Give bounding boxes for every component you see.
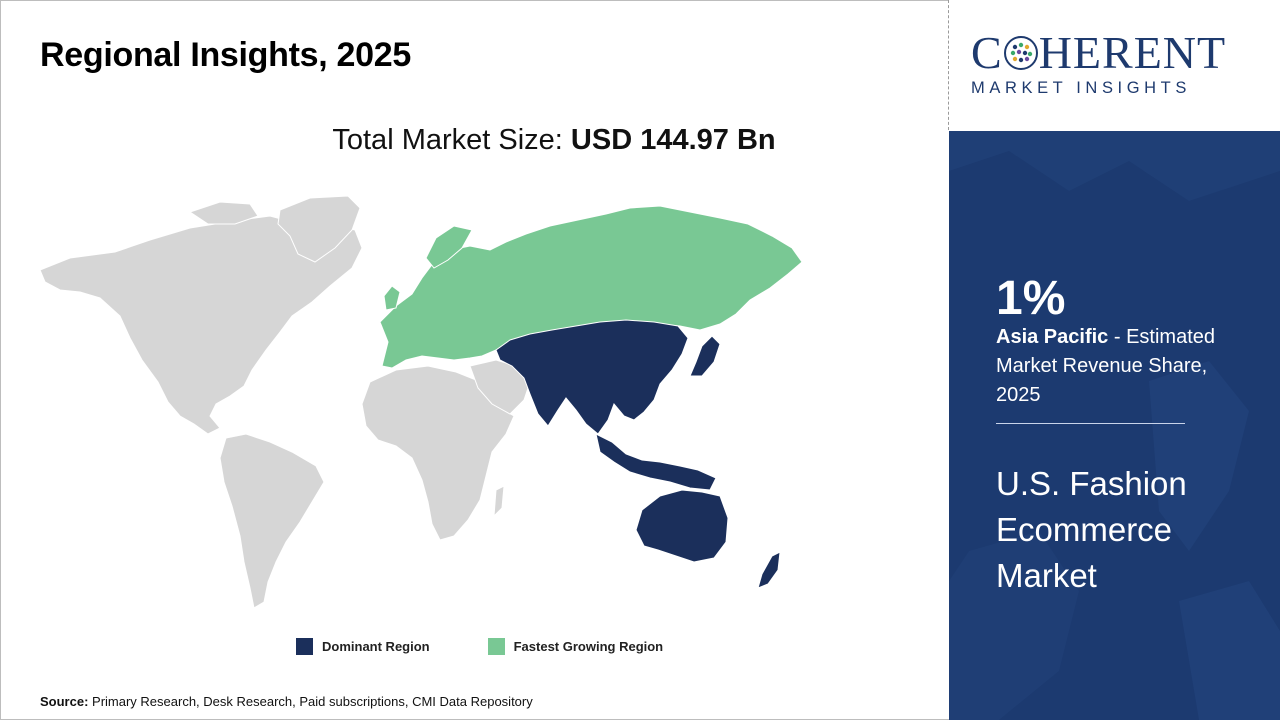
map-region-greenland bbox=[277, 195, 361, 263]
legend-label-fastest: Fastest Growing Region bbox=[513, 639, 664, 654]
logo-letters-herent: HERENT bbox=[1038, 27, 1227, 78]
share-value: 1% bbox=[996, 272, 1066, 325]
logo-subtitle: MARKET INSIGHTS bbox=[971, 79, 1191, 97]
source-text: Primary Research, Desk Research, Paid su… bbox=[92, 694, 533, 709]
map-region-south-america bbox=[219, 433, 325, 609]
map-region-north-america bbox=[39, 215, 363, 435]
map-region-australia bbox=[635, 489, 729, 563]
map-region-africa bbox=[361, 365, 515, 541]
map-region-southeast-asia-islands bbox=[595, 433, 717, 491]
market-size-label: Total Market Size: bbox=[332, 124, 563, 156]
insight-panel: 1% Asia Pacific - Estimated Market Reven… bbox=[949, 131, 1280, 720]
map-region-scandinavia bbox=[425, 225, 473, 269]
legend-item-fastest: Fastest Growing Region bbox=[487, 638, 664, 655]
panel-divider bbox=[996, 423, 1185, 424]
share-text: - Estimated Market Revenue Share, 2025 bbox=[996, 326, 1215, 406]
map-region-arctic-islands bbox=[188, 201, 259, 225]
logo-divider bbox=[948, 0, 949, 130]
map-region-europe-russia bbox=[379, 205, 803, 369]
world-map bbox=[39, 195, 803, 609]
map-region-japan bbox=[689, 335, 721, 377]
share-region: Asia Pacific bbox=[996, 326, 1109, 348]
page-title: Regional Insights, 2025 bbox=[40, 36, 411, 74]
market-size-value: USD 144.97 Bn bbox=[570, 124, 776, 156]
market-name: U.S. Fashion Ecommerce Market bbox=[996, 465, 1187, 594]
main-panel: Regional Insights, 2025 Total Market Siz… bbox=[39, 36, 803, 709]
share-description: Asia Pacific - Estimated Market Revenue … bbox=[996, 323, 1246, 410]
brand-logo: C HERENT MARKET INSIGHTS bbox=[949, 0, 1280, 131]
panel-map-texture bbox=[949, 131, 1280, 720]
legend-swatch-dominant bbox=[296, 638, 313, 655]
map-region-iceland-uk bbox=[383, 285, 401, 311]
map-region-asia-pacific bbox=[495, 319, 689, 435]
legend-swatch-fastest bbox=[487, 638, 505, 655]
logo-letter-c: C bbox=[971, 27, 1003, 78]
legend-item-dominant: Dominant Region bbox=[296, 638, 430, 655]
total-market-size: Total Market Size: USD 144.97 Bn bbox=[0, 124, 1108, 157]
source-label: Source: bbox=[40, 694, 89, 709]
map-region-middle-east bbox=[469, 359, 531, 415]
logo-globe-icon bbox=[1003, 36, 1038, 70]
map-region-new-zealand bbox=[757, 551, 781, 589]
logo-wordmark: C HERENT bbox=[971, 30, 1226, 76]
legend-label-dominant: Dominant Region bbox=[322, 639, 430, 654]
map-legend: Dominant Region Fastest Growing Region bbox=[296, 638, 663, 655]
source-note: Source: Primary Research, Desk Research,… bbox=[40, 694, 533, 709]
map-region-madagascar bbox=[493, 485, 505, 518]
